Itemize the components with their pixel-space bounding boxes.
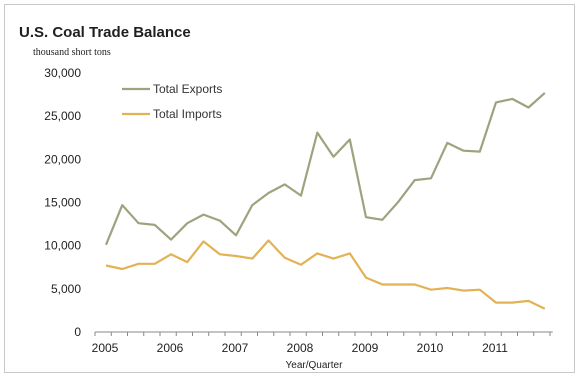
y-axis-label: thousand short tons [33, 47, 111, 58]
y-tick-label: 0 [74, 325, 81, 339]
x-axis-label: Year/Quarter [286, 360, 344, 371]
chart-title: U.S. Coal Trade Balance [19, 24, 191, 41]
coal-trade-line-chart: U.S. Coal Trade Balance thousand short t… [19, 24, 553, 371]
y-tick-label: 10,000 [44, 239, 81, 253]
axes-group: 0 5,000 10,000 15,000 20,000 25,000 30,000 2005… [44, 66, 553, 355]
y-tick-label: 20,000 [44, 152, 81, 166]
chart-frame: U.S. Coal Trade Balance thousand short t… [4, 4, 575, 373]
series-line-total-exports [104, 92, 546, 246]
x-tick-label-year: 2010 [417, 341, 444, 355]
legend-label: Total Exports [153, 82, 222, 96]
x-tick-label-year: 2005 [92, 341, 119, 355]
y-tick-label: 5,000 [51, 282, 81, 296]
x-tick-label-year: 2009 [352, 341, 379, 355]
y-tick-label: 15,000 [44, 196, 81, 210]
legend: Total Exports Total Imports [122, 82, 222, 121]
legend-label: Total Imports [153, 107, 222, 121]
x-tick-label-year: 2006 [157, 341, 184, 355]
y-tick-label: 30,000 [44, 66, 81, 80]
x-tick-label-year: 2007 [222, 341, 249, 355]
series-line-total-imports [105, 239, 546, 310]
series-group [104, 92, 546, 310]
y-tick-label: 25,000 [44, 109, 81, 123]
x-tick-label-year: 2008 [287, 341, 314, 355]
x-tick-label-year: 2011 [482, 341, 508, 355]
